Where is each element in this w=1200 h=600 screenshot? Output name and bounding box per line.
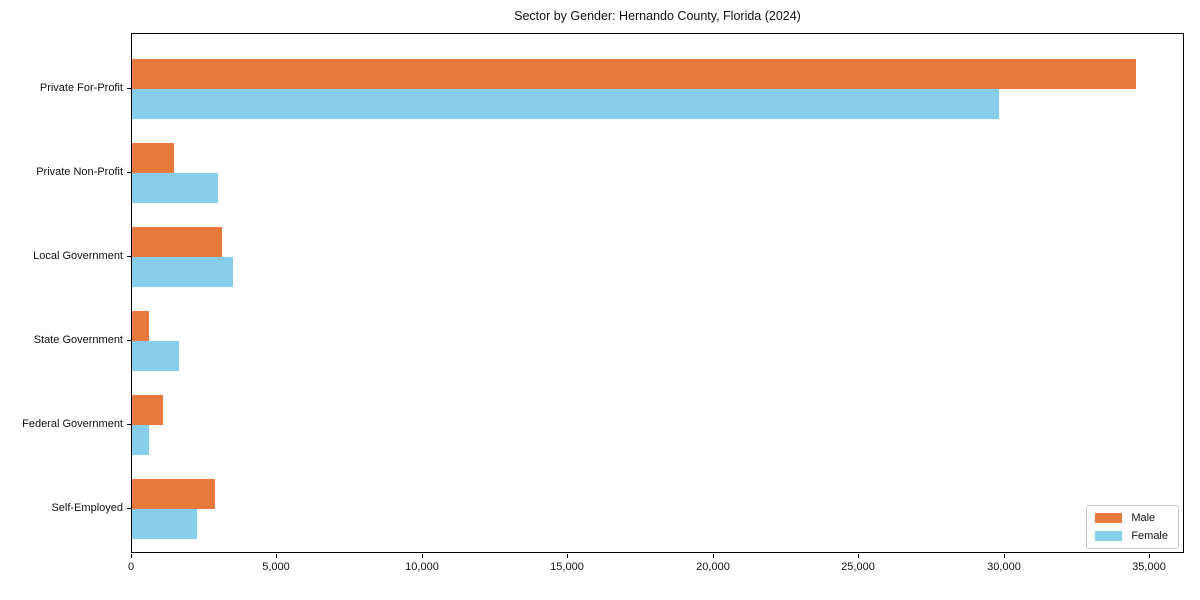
y-tick-label: Private Non-Profit — [36, 166, 123, 178]
legend-item-male: Male — [1095, 512, 1168, 524]
bar-female-2 — [132, 257, 233, 287]
x-tick — [713, 554, 714, 558]
y-tick-label: Federal Government — [22, 418, 123, 430]
x-tick-label: 15,000 — [550, 561, 584, 573]
legend-label-female: Female — [1131, 530, 1168, 542]
y-tick — [127, 424, 131, 425]
bar-male-5 — [132, 479, 215, 509]
legend-label-male: Male — [1131, 512, 1156, 524]
x-tick-label: 20,000 — [696, 561, 730, 573]
x-tick-label: 10,000 — [405, 561, 439, 573]
bar-female-4 — [132, 425, 149, 455]
bar-male-2 — [132, 227, 222, 257]
y-tick-label: State Government — [33, 334, 123, 346]
bar-male-4 — [132, 395, 163, 425]
bar-male-1 — [132, 143, 174, 173]
bar-male-0 — [132, 59, 1136, 89]
x-tick — [567, 554, 568, 558]
x-tick — [422, 554, 423, 558]
y-tick — [127, 508, 131, 509]
y-tick-label: Private For-Profit — [39, 82, 123, 94]
chart-title: Sector by Gender: Hernando County, Flori… — [514, 9, 801, 23]
x-tick-label: 30,000 — [987, 561, 1021, 573]
x-tick-label: 25,000 — [841, 561, 875, 573]
bar-male-3 — [132, 311, 149, 341]
x-tick — [1149, 554, 1150, 558]
bar-female-5 — [132, 509, 197, 539]
bar-female-0 — [132, 89, 999, 119]
bar-female-1 — [132, 173, 218, 203]
x-tick — [858, 554, 859, 558]
x-tick — [276, 554, 277, 558]
x-tick — [131, 554, 132, 558]
male-color-swatch — [1095, 513, 1123, 523]
x-tick-label: 35,000 — [1132, 561, 1166, 573]
legend: Male Female — [1086, 505, 1179, 549]
y-tick-label: Self-Employed — [51, 502, 123, 514]
x-tick-label: 5,000 — [262, 561, 290, 573]
legend-item-female: Female — [1095, 530, 1168, 542]
y-tick — [127, 172, 131, 173]
bar-female-3 — [132, 341, 179, 371]
plot-area: Male Female — [131, 33, 1184, 553]
y-tick — [127, 256, 131, 257]
female-color-swatch — [1095, 531, 1123, 541]
y-tick-label: Local Government — [33, 250, 123, 262]
x-tick — [1004, 554, 1005, 558]
y-tick — [127, 88, 131, 89]
y-tick — [127, 340, 131, 341]
x-tick-label: 0 — [127, 561, 135, 573]
